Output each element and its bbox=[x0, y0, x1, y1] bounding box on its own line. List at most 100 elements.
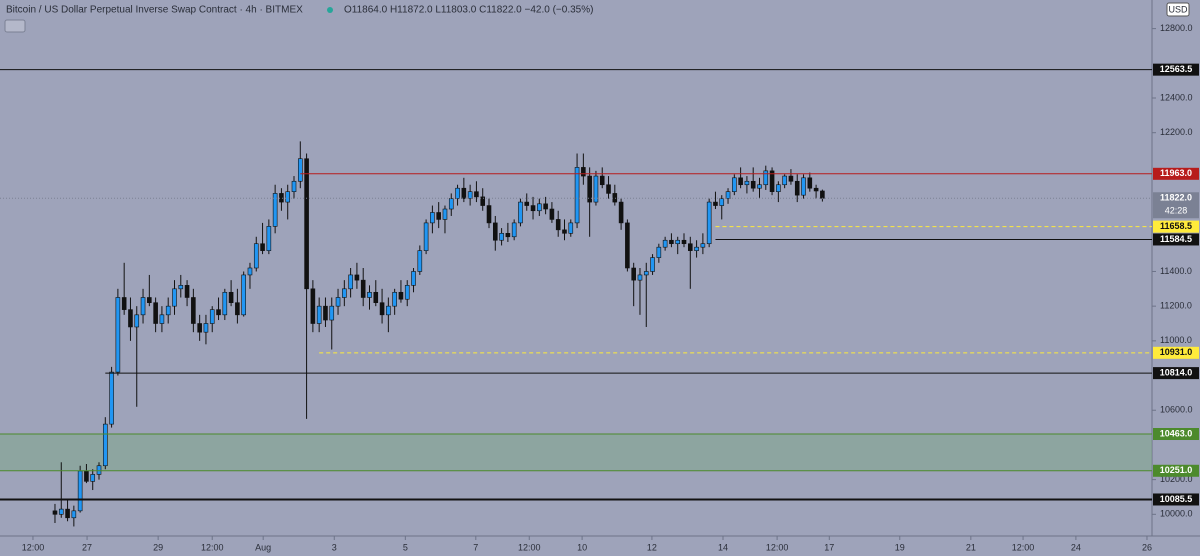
currency-label: USD bbox=[1168, 4, 1188, 14]
candle-body bbox=[757, 184, 762, 189]
y-tick-label: 10200.0 bbox=[1160, 474, 1193, 484]
candle-body bbox=[650, 257, 655, 272]
y-tick-label: 12800.0 bbox=[1160, 23, 1193, 33]
chart-title: Bitcoin / US Dollar Perpetual Inverse Sw… bbox=[6, 5, 303, 16]
candle-body bbox=[606, 184, 611, 194]
candle-body bbox=[738, 177, 743, 186]
candle-body bbox=[323, 305, 328, 321]
level-label: 11658.5 bbox=[1160, 221, 1192, 231]
currency-button[interactable] bbox=[1166, 2, 1190, 17]
level-tag bbox=[1153, 63, 1199, 76]
collapse-button[interactable] bbox=[4, 19, 26, 33]
y-tick-label: 11200.0 bbox=[1160, 301, 1192, 311]
candle-body bbox=[178, 285, 184, 290]
candle-body bbox=[329, 305, 335, 321]
candle-body bbox=[71, 510, 77, 519]
candle-body bbox=[656, 246, 662, 258]
candle-body bbox=[694, 246, 699, 251]
candle-body bbox=[681, 239, 687, 245]
candle-body bbox=[197, 323, 202, 333]
candle-body bbox=[348, 274, 353, 290]
candle-body bbox=[58, 508, 64, 515]
candle-body bbox=[266, 226, 272, 251]
candle-body bbox=[719, 198, 725, 206]
level-label: 10463.0 bbox=[1160, 428, 1193, 438]
candle-body bbox=[725, 191, 731, 199]
candle-body bbox=[342, 288, 347, 298]
candle-body bbox=[398, 291, 404, 300]
candle-body bbox=[562, 229, 567, 234]
candle-body bbox=[480, 196, 486, 206]
candle-body bbox=[555, 219, 561, 231]
x-tick-label: 3 bbox=[332, 542, 337, 552]
candle-body bbox=[467, 191, 473, 199]
candle-body bbox=[77, 470, 83, 512]
candle-body bbox=[612, 193, 618, 203]
level-tag bbox=[1153, 192, 1199, 219]
x-tick-label: 24 bbox=[1071, 542, 1081, 552]
candle-body bbox=[631, 267, 636, 281]
candle-body bbox=[794, 180, 800, 196]
level-label: 10814.0 bbox=[1160, 367, 1193, 377]
candle-body bbox=[750, 180, 756, 189]
candle-body bbox=[165, 305, 171, 316]
candle-body bbox=[172, 288, 177, 307]
status-dot bbox=[327, 7, 333, 13]
level-label: 11963.0 bbox=[1160, 168, 1192, 178]
level-label: 10931.0 bbox=[1160, 347, 1193, 357]
support-zone bbox=[0, 434, 1152, 471]
level-tag bbox=[1153, 233, 1199, 246]
candle-body bbox=[518, 201, 523, 224]
candle-body bbox=[222, 291, 228, 316]
candle-body bbox=[184, 285, 190, 298]
x-tick-label: 21 bbox=[966, 542, 976, 552]
candle-body bbox=[643, 271, 649, 276]
y-tick-label: 12200.0 bbox=[1160, 127, 1193, 137]
candle-body bbox=[732, 177, 737, 192]
candle-body bbox=[52, 510, 58, 515]
candle-body bbox=[744, 180, 750, 186]
candle-body bbox=[442, 208, 448, 220]
level-tag bbox=[1153, 167, 1199, 180]
x-tick-label: 27 bbox=[82, 542, 92, 552]
candle-body bbox=[360, 279, 366, 298]
candle-body bbox=[581, 167, 586, 177]
candle-body bbox=[448, 198, 454, 210]
candle-body bbox=[373, 291, 379, 303]
candle-body bbox=[524, 201, 530, 206]
candle-body bbox=[147, 297, 152, 303]
level-tag bbox=[1153, 346, 1199, 359]
candle-body bbox=[543, 203, 548, 210]
candle-body bbox=[675, 239, 681, 245]
candle-body bbox=[511, 222, 517, 238]
candle-body bbox=[618, 201, 624, 224]
candle-body bbox=[530, 205, 536, 212]
y-tick-label: 10600.0 bbox=[1160, 405, 1193, 415]
level-label: 12563.5 bbox=[1160, 64, 1193, 74]
candle-body bbox=[90, 474, 96, 482]
candle-body bbox=[203, 323, 209, 333]
candle-body bbox=[304, 158, 309, 290]
candle-body bbox=[687, 243, 693, 251]
candle-body bbox=[769, 170, 775, 192]
candle-body bbox=[134, 314, 140, 328]
candle-body bbox=[492, 222, 498, 241]
x-tick-label: 10 bbox=[577, 542, 587, 552]
candle-body bbox=[549, 208, 555, 220]
candle-body bbox=[801, 177, 806, 196]
candle-body bbox=[310, 288, 316, 324]
candle-body bbox=[109, 371, 114, 425]
y-tick-label: 10000.0 bbox=[1160, 509, 1193, 519]
x-tick-label: Aug bbox=[255, 542, 271, 552]
candle-body bbox=[228, 291, 234, 303]
level-tag bbox=[1153, 493, 1199, 506]
x-tick-label: 14 bbox=[718, 542, 728, 552]
candle-body bbox=[637, 274, 643, 281]
candle-body bbox=[807, 177, 813, 189]
candle-body bbox=[159, 314, 165, 324]
x-tick-label: 5 bbox=[403, 542, 408, 552]
candle-body bbox=[568, 222, 574, 234]
ohlc-legend: O11864.0 H11872.0 L11803.0 C11822.0 −42.… bbox=[344, 5, 593, 16]
countdown: 42:28 bbox=[1165, 206, 1188, 216]
